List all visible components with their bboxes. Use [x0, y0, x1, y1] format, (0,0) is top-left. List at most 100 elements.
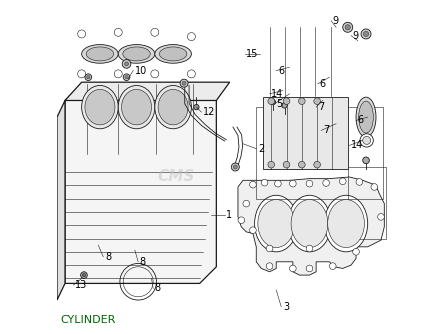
Circle shape	[314, 161, 321, 168]
Circle shape	[114, 70, 122, 78]
Circle shape	[231, 163, 240, 171]
Ellipse shape	[356, 97, 376, 137]
Circle shape	[122, 59, 131, 68]
Ellipse shape	[121, 90, 152, 125]
Text: 3: 3	[283, 302, 289, 312]
Circle shape	[182, 81, 186, 85]
Circle shape	[378, 213, 384, 220]
Text: 1: 1	[226, 210, 232, 220]
Text: 9: 9	[333, 16, 339, 26]
Text: 9: 9	[353, 31, 359, 41]
Circle shape	[151, 70, 159, 78]
Circle shape	[283, 98, 290, 105]
Text: 8: 8	[155, 284, 161, 293]
Circle shape	[363, 136, 371, 144]
Text: 14: 14	[271, 89, 284, 99]
Text: 12: 12	[203, 107, 215, 117]
Circle shape	[270, 100, 276, 105]
Text: 10: 10	[135, 65, 147, 75]
Circle shape	[78, 30, 86, 38]
Text: CMS: CMS	[158, 169, 195, 184]
Ellipse shape	[255, 195, 298, 252]
Text: CYLINDER: CYLINDER	[60, 315, 116, 325]
Ellipse shape	[288, 195, 331, 252]
Ellipse shape	[118, 45, 155, 63]
Ellipse shape	[291, 199, 328, 247]
Ellipse shape	[82, 45, 118, 63]
Circle shape	[306, 245, 313, 252]
Circle shape	[345, 25, 351, 30]
Circle shape	[268, 161, 275, 168]
Circle shape	[363, 157, 369, 164]
Text: 15: 15	[246, 49, 259, 59]
Circle shape	[343, 22, 353, 32]
Circle shape	[339, 178, 346, 185]
Ellipse shape	[258, 199, 295, 247]
Circle shape	[266, 245, 273, 252]
Circle shape	[194, 105, 199, 110]
Text: 5: 5	[276, 99, 282, 109]
Text: 7: 7	[318, 102, 324, 112]
Ellipse shape	[86, 47, 114, 61]
Circle shape	[330, 263, 336, 270]
Circle shape	[187, 70, 195, 78]
Circle shape	[361, 29, 371, 39]
Ellipse shape	[123, 47, 150, 61]
Ellipse shape	[155, 45, 191, 63]
Text: 2: 2	[258, 144, 264, 154]
Circle shape	[83, 274, 86, 277]
Circle shape	[187, 33, 195, 41]
Text: 6: 6	[278, 65, 284, 75]
Ellipse shape	[155, 86, 191, 129]
Polygon shape	[238, 177, 384, 275]
Circle shape	[323, 180, 330, 186]
Circle shape	[151, 28, 159, 36]
Circle shape	[289, 265, 296, 272]
Ellipse shape	[82, 86, 118, 129]
Circle shape	[243, 200, 250, 207]
Circle shape	[282, 103, 287, 108]
Text: 7: 7	[323, 125, 329, 135]
Circle shape	[314, 98, 321, 105]
Text: 6: 6	[319, 79, 326, 89]
Circle shape	[250, 227, 256, 233]
Circle shape	[85, 74, 91, 80]
Circle shape	[81, 272, 87, 279]
Circle shape	[298, 98, 305, 105]
Circle shape	[289, 180, 296, 187]
Circle shape	[268, 98, 275, 105]
Text: 8: 8	[140, 257, 146, 267]
Text: 8: 8	[105, 252, 111, 262]
Ellipse shape	[359, 101, 373, 133]
Text: 14: 14	[351, 140, 363, 150]
Circle shape	[353, 248, 359, 255]
Circle shape	[356, 179, 363, 185]
Ellipse shape	[328, 199, 364, 247]
Circle shape	[298, 161, 305, 168]
Circle shape	[283, 161, 290, 168]
Polygon shape	[65, 82, 230, 101]
Ellipse shape	[118, 86, 155, 129]
Text: 13: 13	[75, 280, 87, 290]
Circle shape	[124, 62, 128, 66]
Bar	[348, 167, 386, 238]
Circle shape	[123, 74, 130, 80]
Circle shape	[125, 75, 128, 79]
Bar	[263, 97, 348, 169]
Ellipse shape	[158, 90, 188, 125]
Ellipse shape	[85, 90, 115, 125]
Circle shape	[306, 265, 313, 272]
Circle shape	[363, 31, 369, 37]
Bar	[256, 107, 383, 199]
Circle shape	[233, 165, 237, 169]
Circle shape	[238, 217, 244, 223]
Circle shape	[114, 28, 122, 36]
Ellipse shape	[324, 195, 368, 252]
Circle shape	[261, 179, 268, 186]
Circle shape	[306, 180, 313, 187]
Circle shape	[250, 181, 256, 188]
Circle shape	[87, 75, 90, 79]
Ellipse shape	[159, 47, 187, 61]
Text: 6: 6	[358, 116, 364, 126]
Circle shape	[275, 180, 281, 187]
